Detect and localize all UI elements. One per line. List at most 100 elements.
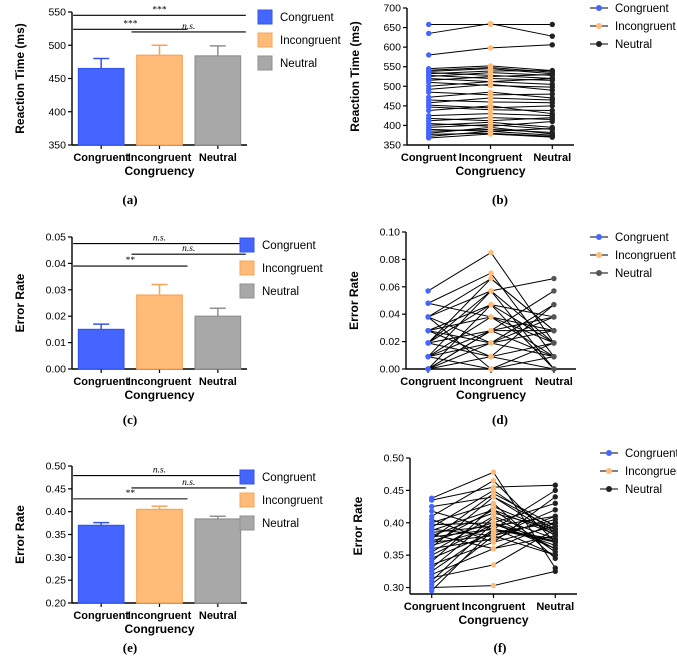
y-tick-label: 550: [48, 7, 66, 19]
y-tick-label: 0.35: [46, 529, 67, 541]
y-tick-label: 0.45: [384, 485, 405, 497]
legend-swatch-neutral: [239, 283, 255, 299]
legend-label: Neutral: [615, 39, 652, 51]
y-tick-label: 350: [383, 140, 401, 152]
data-point-congruent: [425, 340, 431, 346]
data-point-incongruent: [490, 526, 497, 532]
data-point-incongruent: [487, 103, 494, 109]
data-point-neutral: [549, 42, 555, 48]
data-point-incongruent: [487, 114, 494, 121]
y-tick-label: 400: [383, 120, 401, 132]
y-tick-label: 0.25: [46, 575, 67, 587]
data-point-neutral: [549, 21, 555, 28]
x-tick-label: Congruent: [404, 601, 460, 613]
data-point-incongruent: [487, 89, 494, 95]
data-point-neutral: [549, 75, 555, 82]
data-point-neutral: [551, 288, 557, 294]
y-tick-label: 0.50: [384, 453, 405, 465]
data-point-incongruent: [487, 69, 494, 76]
data-point-neutral: [552, 487, 558, 494]
y-tick-label: 0.00: [380, 364, 401, 376]
data-point-neutral: [552, 568, 558, 575]
data-point-congruent: [426, 79, 432, 86]
data-point-incongruent: [488, 275, 494, 282]
bar-congruent: [77, 67, 125, 146]
data-point-neutral: [552, 494, 558, 500]
legend-label: Incongruent: [615, 21, 677, 33]
data-point-incongruent: [488, 301, 494, 308]
data-point-incongruent: [488, 366, 494, 372]
legend-label: Incongruent: [262, 263, 324, 275]
legend-marker-congruent: [596, 5, 602, 11]
data-point-incongruent: [490, 514, 497, 521]
x-tick-label: Congruent: [400, 376, 456, 388]
x-tick-label: Neutral: [536, 601, 574, 613]
y-tick-label: 500: [383, 81, 401, 93]
data-point-neutral: [549, 103, 555, 109]
x-tick-label: Incongruent: [459, 376, 523, 388]
data-point-congruent: [425, 353, 431, 360]
legend-swatch-congruent: [257, 9, 273, 25]
data-point-incongruent: [490, 539, 497, 545]
x-tick-label: Congruent: [73, 152, 129, 164]
legend-label: Neutral: [262, 286, 299, 298]
x-tick-label: Congruent: [73, 376, 129, 388]
data-point-neutral: [549, 97, 555, 103]
bar-incongruent: [136, 54, 183, 146]
legend-swatch-congruent: [239, 237, 255, 253]
data-point-neutral: [551, 275, 557, 282]
data-point-congruent: [426, 135, 432, 141]
data-point-incongruent: [488, 314, 494, 320]
bar-neutral: [194, 518, 242, 604]
panel-label: (f): [494, 640, 507, 655]
data-point-neutral: [551, 340, 557, 346]
y-tick-label: 0.00: [46, 364, 67, 376]
x-tick-label: Neutral: [533, 152, 571, 164]
data-point-neutral: [549, 33, 555, 39]
legend-marker-congruent: [596, 234, 602, 240]
y-tick-label: 0.06: [380, 281, 401, 293]
x-tick-label: Neutral: [199, 610, 237, 622]
data-point-neutral: [549, 125, 555, 132]
data-point-incongruent: [490, 469, 497, 475]
data-point-incongruent: [488, 270, 494, 276]
subject-line: [427, 278, 554, 318]
y-tick-label: 600: [383, 42, 401, 54]
x-tick-label: Incongruent: [462, 601, 526, 613]
data-point-incongruent: [490, 533, 497, 539]
y-tick-label: 650: [383, 22, 401, 34]
data-point-neutral: [552, 507, 558, 513]
x-tick-label: Neutral: [199, 376, 237, 388]
data-point-congruent: [429, 508, 435, 514]
data-point-neutral: [552, 539, 558, 545]
data-point-congruent: [426, 89, 432, 95]
y-tick-label: 0.03: [46, 284, 67, 296]
legend-label: Congruent: [625, 448, 677, 460]
y-axis-title: Error Rate: [347, 271, 361, 330]
y-tick-label: 0.05: [46, 232, 67, 244]
x-axis-title: Congruency: [455, 164, 525, 178]
legend-label: Congruent: [262, 240, 317, 252]
legend-swatch-neutral: [239, 515, 255, 531]
legend-marker-neutral: [606, 486, 612, 492]
y-tick-label: 0.10: [380, 227, 401, 239]
legend-marker-incongruent: [596, 252, 602, 258]
data-point-congruent: [429, 497, 435, 503]
significance-label: ***: [152, 5, 167, 15]
data-point-neutral: [552, 482, 558, 488]
data-point-neutral: [552, 552, 558, 558]
data-point-incongruent: [490, 562, 497, 568]
data-point-congruent: [429, 588, 435, 594]
legend-label: Neutral: [625, 484, 662, 496]
legend-marker-incongruent: [596, 23, 602, 29]
data-point-incongruent: [487, 124, 494, 131]
data-point-congruent: [429, 503, 435, 510]
y-tick-label: 0.02: [46, 311, 67, 323]
data-point-congruent: [426, 107, 432, 114]
legend-label: Neutral: [280, 58, 317, 70]
x-tick-label: Incongruent: [128, 376, 192, 388]
data-point-incongruent: [487, 95, 494, 101]
data-point-incongruent: [488, 249, 494, 256]
